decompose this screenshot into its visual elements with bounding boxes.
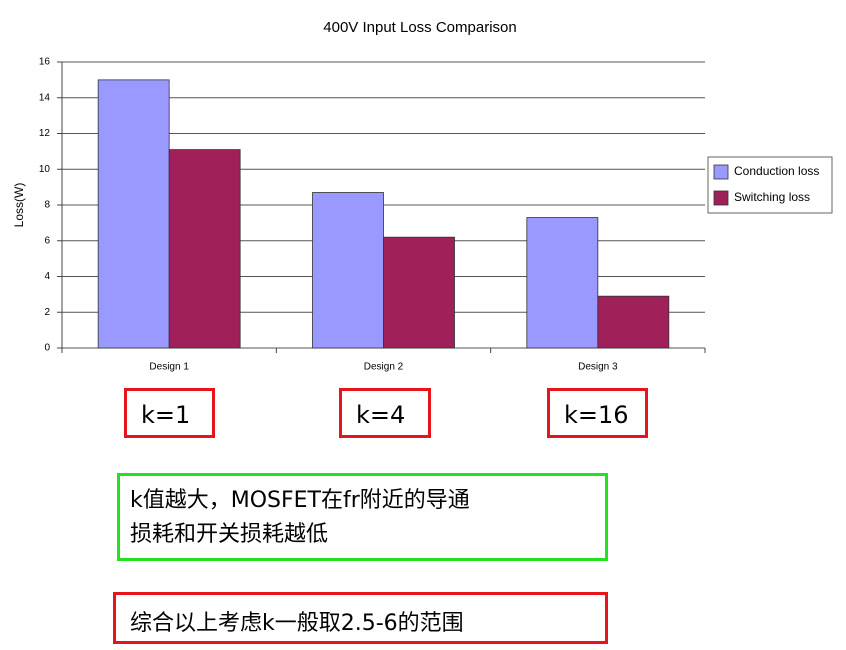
bar: [383, 236, 455, 349]
y-tick-label: 12: [39, 128, 51, 139]
y-tick-label: 0: [44, 343, 50, 354]
bar: [97, 79, 170, 349]
bar: [597, 295, 670, 349]
k-box: k=16: [547, 388, 648, 438]
conclusion-box: 综合以上考虑k一般取2.5-6的范围: [113, 592, 608, 644]
legend-box: [707, 156, 833, 214]
legend-swatch: [713, 164, 729, 180]
y-tick-label: 16: [39, 57, 51, 68]
y-axis-label: Loss(W): [12, 183, 26, 228]
bar: [312, 192, 384, 349]
k-box: k=1: [124, 388, 215, 438]
x-tick-label: Design 2: [364, 362, 404, 373]
note-line: 损耗和开关损耗越低: [130, 522, 329, 547]
y-tick-label: 10: [39, 164, 51, 175]
y-tick-label: 14: [39, 92, 51, 103]
y-tick-label: 2: [44, 307, 50, 318]
chart: 400V Input Loss Comparison Loss(W) 0 2 4 6 8…: [12, 19, 833, 373]
note-line: k值越大，MOSFET在fr附近的导通: [130, 488, 470, 513]
y-tick-label: 6: [44, 235, 50, 246]
x-tick-label: Design 1: [149, 362, 189, 373]
y-tick-label: 8: [44, 200, 50, 211]
chart-title: 400V Input Loss Comparison: [323, 19, 516, 36]
legend-swatch: [713, 190, 729, 206]
x-tick-label: Design 3: [578, 362, 618, 373]
note-box: k值越大，MOSFET在fr附近的导通 损耗和开关损耗越低: [117, 473, 608, 561]
legend-label: Switching loss: [734, 190, 810, 204]
bar: [526, 217, 599, 349]
k-box: k=4: [339, 388, 431, 438]
bar: [168, 149, 241, 349]
y-tick-label: 4: [44, 271, 50, 282]
legend-label: Conduction loss: [734, 164, 819, 178]
